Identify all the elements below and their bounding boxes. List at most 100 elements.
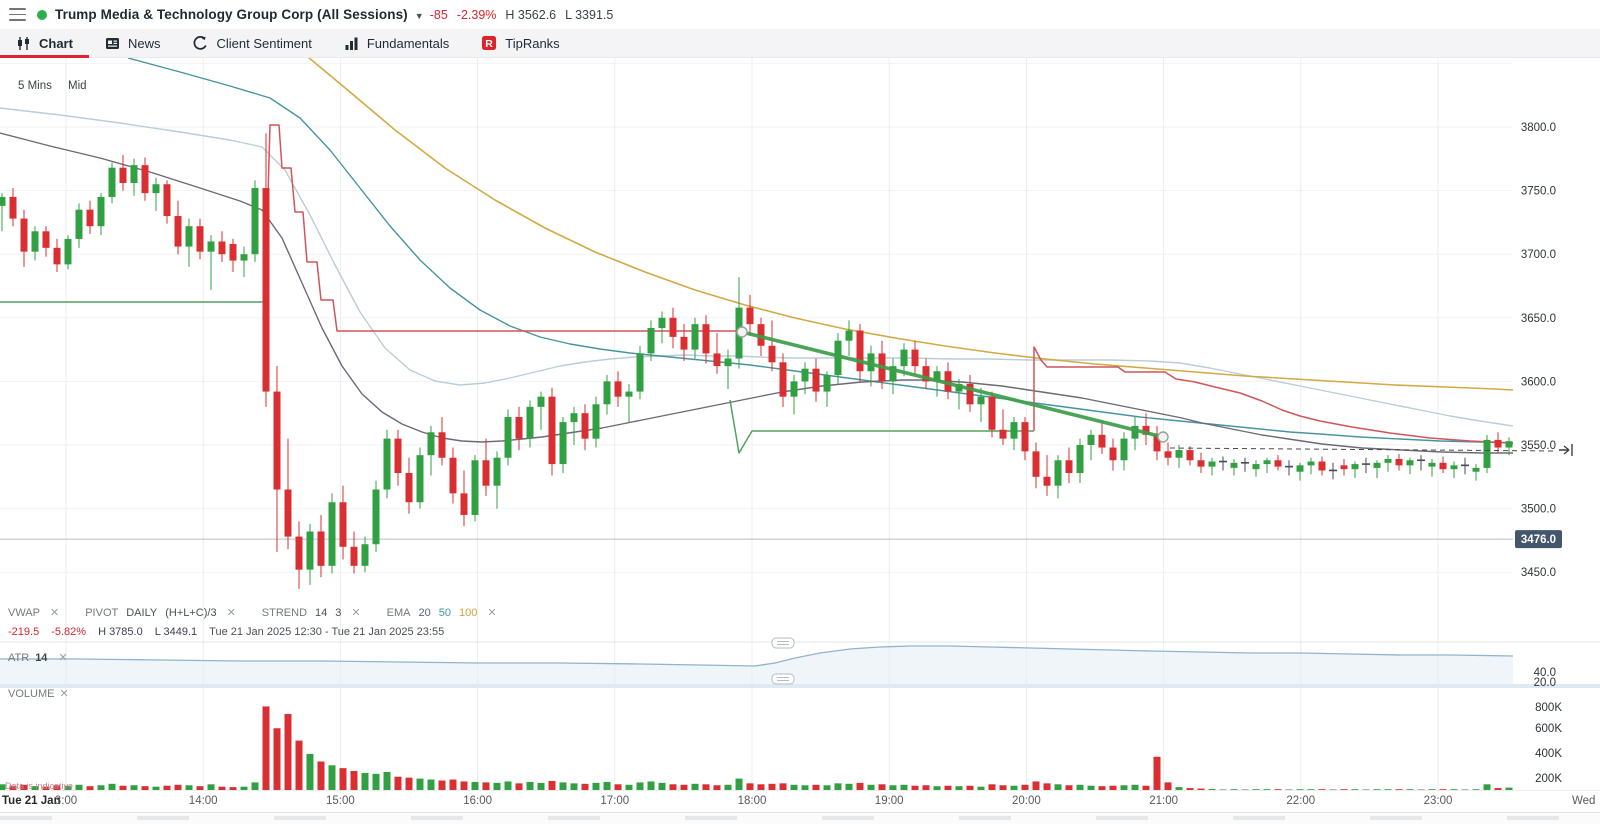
volume-bar xyxy=(1230,789,1238,790)
volume-bar xyxy=(1164,782,1172,790)
tab-client-sentiment[interactable]: Client Sentiment xyxy=(176,29,327,57)
candle-body xyxy=(394,438,402,473)
volume-panel-legend[interactable]: VOLUME ✕ xyxy=(8,687,69,701)
candle-body xyxy=(922,366,930,382)
indicator-vwap[interactable]: VWAP ✕ xyxy=(8,606,60,620)
volume-bar xyxy=(317,761,325,790)
remove-pivot-icon[interactable]: ✕ xyxy=(226,607,236,619)
volume-bar xyxy=(438,780,446,790)
volume-bar xyxy=(1109,785,1117,790)
plot-area[interactable] xyxy=(0,57,1513,790)
volume-bar xyxy=(0,784,6,790)
volume-bar xyxy=(867,784,875,790)
candle-body xyxy=(163,184,171,217)
volume-bar xyxy=(900,784,908,790)
menu-icon[interactable] xyxy=(9,8,26,21)
timeframe-selector[interactable]: 5 Mins xyxy=(18,80,52,92)
tab-news[interactable]: News xyxy=(89,29,177,57)
trendline-handle[interactable] xyxy=(736,326,748,338)
indicator-strend[interactable]: STREND 14 3 ✕ xyxy=(261,606,361,620)
candle-body xyxy=(1021,422,1029,452)
volume-bar xyxy=(1274,789,1282,790)
candle-body xyxy=(141,165,149,194)
volume-bar xyxy=(9,785,17,790)
candle-body xyxy=(988,396,996,430)
candle-body xyxy=(856,330,864,372)
candle-body xyxy=(350,546,358,566)
panel-resize-handle[interactable] xyxy=(771,673,795,685)
volume-bar xyxy=(515,783,523,790)
candle-body xyxy=(1274,460,1282,467)
indicator-strend-param1: 14 xyxy=(315,606,328,619)
volume-bar xyxy=(713,785,721,790)
panel-separator-highlight[interactable] xyxy=(0,684,1600,688)
remove-vwap-icon[interactable]: ✕ xyxy=(50,607,60,619)
volume-bar xyxy=(394,776,402,790)
candle-body xyxy=(603,381,611,405)
volume-bar xyxy=(163,785,171,790)
candle-body xyxy=(581,413,589,439)
candle-body xyxy=(680,336,688,350)
price-basis-selector[interactable]: Mid xyxy=(68,80,87,92)
trendline-handle[interactable] xyxy=(1157,431,1169,443)
candle-body xyxy=(592,404,600,439)
candle-body xyxy=(889,366,897,382)
atr-axis-label: 40.0 xyxy=(1534,667,1556,679)
remove-strend-icon[interactable]: ✕ xyxy=(351,607,361,619)
volume-bar xyxy=(1241,789,1249,790)
remove-atr-icon[interactable]: ✕ xyxy=(58,652,68,664)
candle-body xyxy=(229,244,237,261)
volume-bar xyxy=(790,784,798,790)
remove-volume-icon[interactable]: ✕ xyxy=(59,688,69,700)
chart-scrollbar[interactable] xyxy=(0,812,1600,824)
volume-bar xyxy=(1483,784,1491,790)
volume-bar xyxy=(1186,788,1194,790)
volume-bar xyxy=(1472,789,1480,790)
header-low: L 3391.5 xyxy=(565,7,614,22)
indicator-vwap-label: VWAP xyxy=(8,606,40,619)
volume-bar xyxy=(1021,784,1029,790)
candle-body xyxy=(108,167,116,197)
candle-body xyxy=(273,391,281,490)
volume-bar xyxy=(64,785,72,790)
panel-resize-handle[interactable] xyxy=(771,637,795,649)
jump-to-latest-icon[interactable] xyxy=(1559,444,1573,456)
data-indicative-watermark: Data is indicative xyxy=(5,781,74,791)
candle-body xyxy=(526,406,534,439)
volume-bar xyxy=(823,785,831,790)
supertrend-down-line xyxy=(264,124,737,332)
volume-axis-label: 200K xyxy=(1535,773,1562,785)
instrument-title[interactable]: Trump Media & Technology Group Corp (All… xyxy=(55,7,408,22)
candle-body xyxy=(416,455,424,503)
ema100-line xyxy=(307,58,1513,391)
candle-body xyxy=(1340,465,1348,470)
indicator-pivot-param2: (H+L+C)/3 xyxy=(165,606,217,619)
tab-fundamentals[interactable]: Fundamentals xyxy=(328,29,465,57)
time-axis[interactable]: Tue 21 Jan 3:00 14:00 15:00 16:00 17:00 18:00… xyxy=(0,790,1600,813)
candle-body xyxy=(31,231,39,252)
price-axis-label: 3500.0 xyxy=(1521,504,1556,516)
remove-ema-icon[interactable]: ✕ xyxy=(487,607,497,619)
candle-body xyxy=(658,317,666,328)
tab-tipranks[interactable]: R TipRanks xyxy=(465,29,575,57)
volume-bar xyxy=(53,785,61,790)
volume-bar xyxy=(130,785,138,790)
chevron-down-icon[interactable]: ▼ xyxy=(414,10,424,21)
volume-bar xyxy=(592,782,600,790)
indicator-pivot[interactable]: PIVOT DAILY (H+L+C)/3 ✕ xyxy=(85,606,236,620)
candle-body xyxy=(1010,422,1018,439)
volume-bar xyxy=(251,782,259,790)
tab-chart[interactable]: Chart xyxy=(0,29,89,58)
candle-body xyxy=(53,247,61,265)
drawn-trendline[interactable] xyxy=(741,330,1164,439)
indicator-strend-label: STREND xyxy=(261,606,308,619)
indicator-ema[interactable]: EMA 20 50 100 ✕ xyxy=(387,606,497,620)
volume-bar xyxy=(350,771,358,790)
candlestick-chart-icon xyxy=(16,36,31,51)
atr-panel-legend[interactable]: ATR 14 ✕ xyxy=(8,651,68,665)
volume-bar xyxy=(1120,785,1128,790)
volume-axis-label: 400K xyxy=(1535,748,1562,760)
volume-bar xyxy=(680,784,688,790)
tab-fundamentals-label: Fundamentals xyxy=(366,35,450,51)
